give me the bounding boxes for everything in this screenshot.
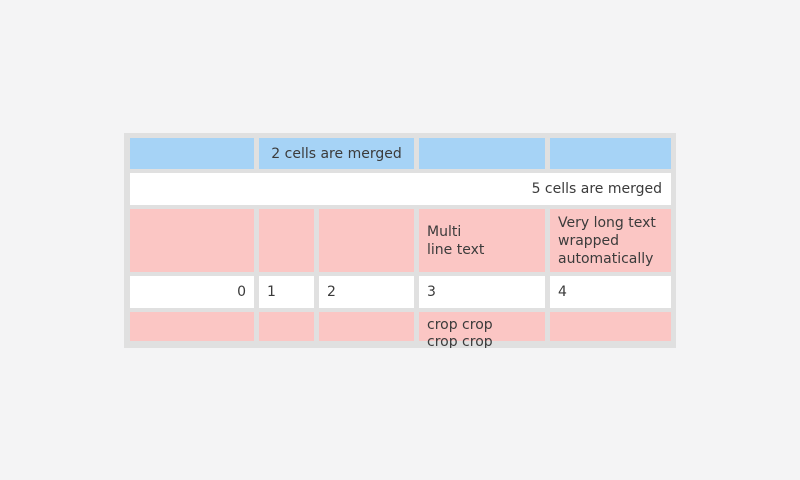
number-0-label: 0 bbox=[237, 284, 246, 300]
cell-r4c3: 2 bbox=[319, 276, 414, 308]
cell-r3c2 bbox=[259, 209, 314, 272]
cell-r5c3 bbox=[319, 312, 414, 341]
wrapped-text-label: Very long text wrapped automatically bbox=[558, 214, 656, 267]
cell-r4c5: 4 bbox=[550, 276, 671, 308]
cell-r1c1 bbox=[130, 138, 254, 169]
cell-r3c3 bbox=[319, 209, 414, 272]
multiline-text-label: Multi line text bbox=[427, 223, 485, 258]
cell-r3c1 bbox=[130, 209, 254, 272]
table-widget[interactable]: 2 cells are merged 5 cells are merged Mu… bbox=[124, 133, 676, 348]
cell-r5c2 bbox=[259, 312, 314, 341]
cell-r1c5 bbox=[550, 138, 671, 169]
cell-r4c4: 3 bbox=[419, 276, 545, 308]
cell-r2-merged-5cells: 5 cells are merged bbox=[130, 173, 671, 205]
number-2-label: 2 bbox=[327, 284, 336, 300]
number-3-label: 3 bbox=[427, 284, 436, 300]
cell-r5c1 bbox=[130, 312, 254, 341]
merged-2cells-label: 2 cells are merged bbox=[271, 145, 402, 162]
cell-r3c5: Very long text wrapped automatically bbox=[550, 209, 671, 272]
cell-r3c4: Multi line text bbox=[419, 209, 545, 272]
cell-r5c4: crop crop crop crop bbox=[419, 312, 545, 348]
number-1-label: 1 bbox=[267, 284, 276, 300]
cropped-text-label: crop crop crop crop bbox=[427, 317, 493, 348]
number-4-label: 4 bbox=[558, 284, 567, 300]
merged-5cells-label: 5 cells are merged bbox=[531, 181, 662, 197]
cell-r4c1: 0 bbox=[130, 276, 254, 308]
cell-r1c4 bbox=[419, 138, 545, 169]
cell-r1-merged-2cells: 2 cells are merged bbox=[259, 138, 414, 169]
cell-r4c2: 1 bbox=[259, 276, 314, 308]
cell-r5c5 bbox=[550, 312, 671, 341]
